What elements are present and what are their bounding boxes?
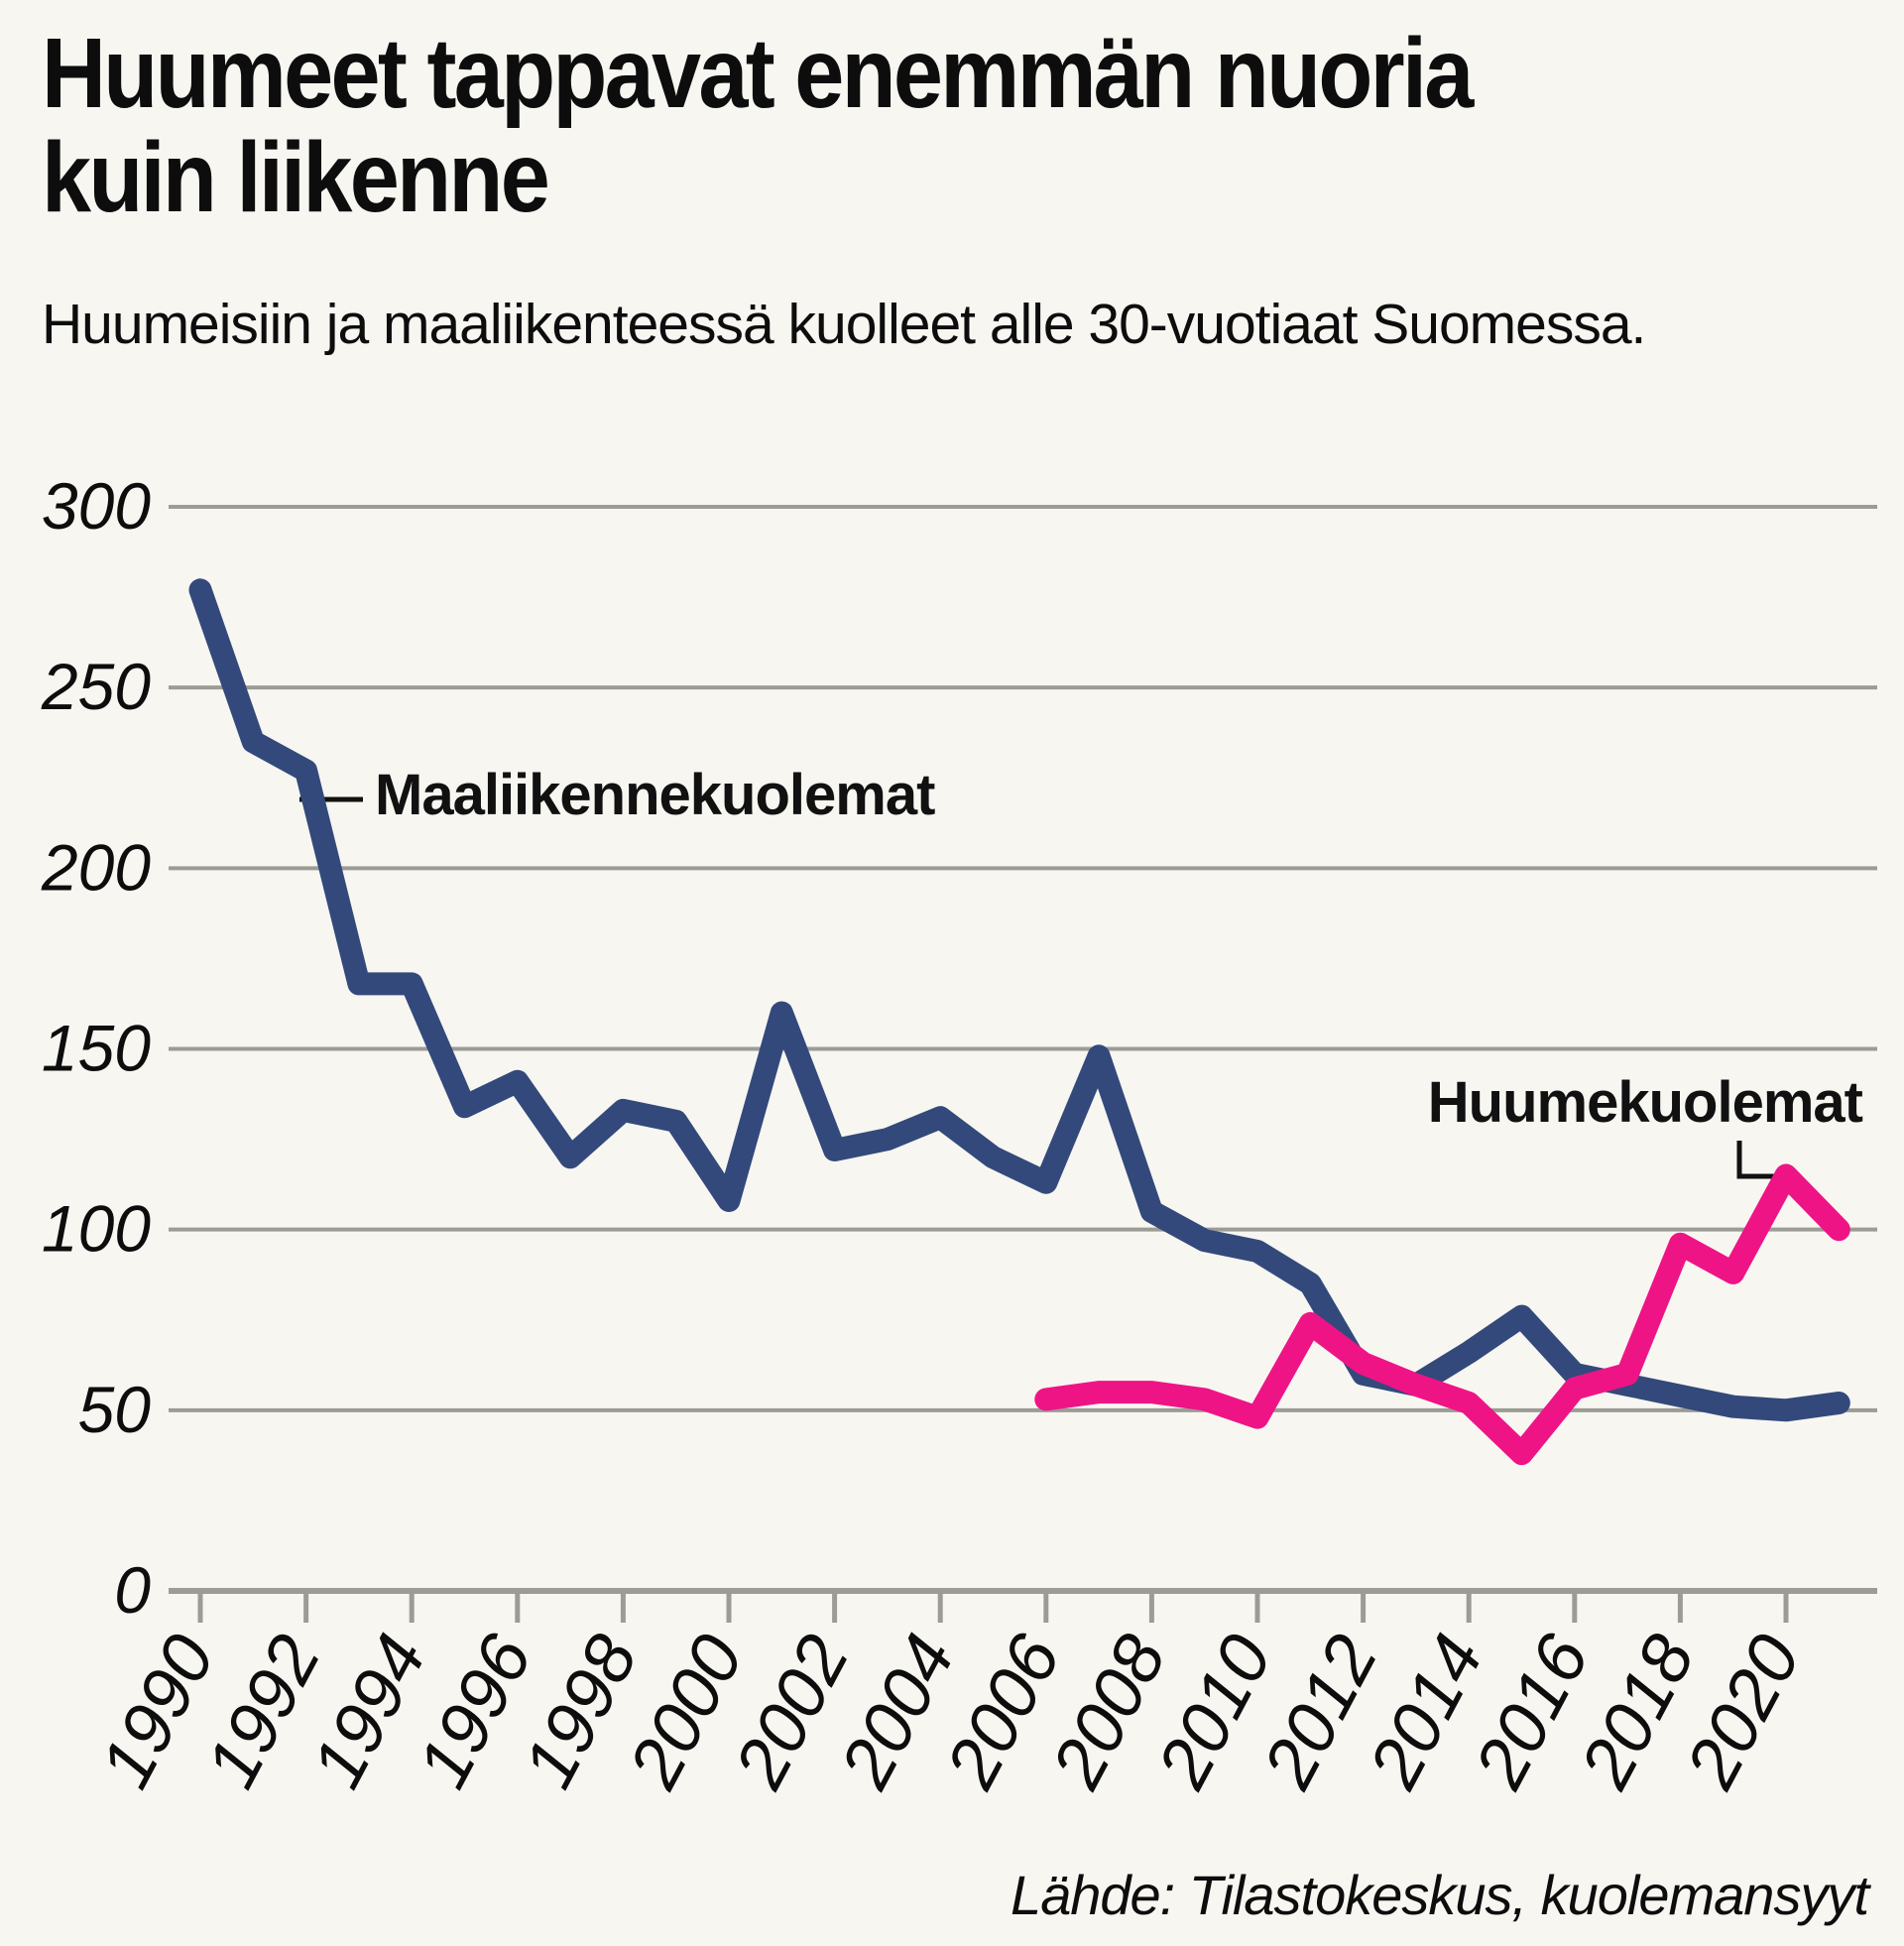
x-tick-label-2020: 2020 (1671, 1623, 1816, 1801)
x-tick-label-1992: 1992 (191, 1623, 336, 1800)
series-label-traffic: Maaliikennekuolemat (375, 763, 935, 827)
x-tick-label-2010: 2010 (1142, 1623, 1287, 1801)
x-tick-label-1996: 1996 (403, 1622, 547, 1800)
traffic-deaths-line (188, 578, 1850, 1422)
source-note: Lähde: Tilastokeskus, kuolemansyyt (1010, 1864, 1869, 1926)
y-tick-label-200: 200 (41, 830, 151, 904)
drug-deaths-line (1034, 1163, 1850, 1466)
x-tick-label-2002: 2002 (719, 1623, 864, 1801)
x-tick-label-2014: 2014 (1354, 1623, 1498, 1801)
x-tick-label-1990: 1990 (85, 1623, 230, 1800)
y-tick-label-0: 0 (114, 1553, 151, 1627)
x-tick-label-2008: 2008 (1036, 1623, 1181, 1801)
page-title: Huumeet tappavat enemmän nuoria kuin lii… (42, 18, 1474, 233)
x-tick-label-2004: 2004 (825, 1623, 970, 1801)
page-subtitle: Huumeisiin ja maaliikenteessä kuolleet a… (42, 293, 1646, 356)
x-tick-label-2016: 2016 (1460, 1622, 1606, 1801)
x-tick-label-2012: 2012 (1248, 1623, 1392, 1801)
y-tick-label-150: 150 (42, 1012, 151, 1085)
x-tick-label-2000: 2000 (614, 1623, 759, 1801)
y-tick-label-100: 100 (42, 1192, 151, 1266)
x-tick-label-2018: 2018 (1565, 1623, 1710, 1801)
x-tick-label-2006: 2006 (931, 1622, 1077, 1801)
y-tick-label-50: 50 (78, 1373, 152, 1446)
y-tick-label-300: 300 (42, 469, 151, 543)
x-tick-label-1994: 1994 (297, 1623, 441, 1800)
x-tick-label-1998: 1998 (509, 1623, 654, 1800)
y-tick-label-250: 250 (41, 650, 151, 723)
series-label-drugs: Huumekuolemat (1427, 1070, 1863, 1135)
